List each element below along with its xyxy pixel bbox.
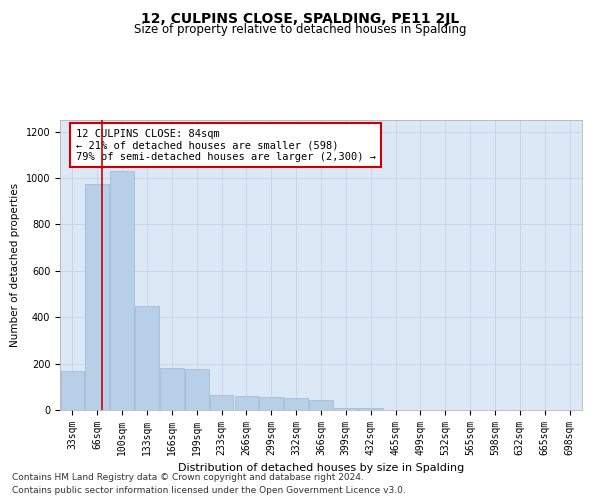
Bar <box>110 171 134 410</box>
Text: Contains public sector information licensed under the Open Government Licence v3: Contains public sector information licen… <box>12 486 406 495</box>
Bar <box>85 184 109 410</box>
Bar <box>61 370 84 410</box>
X-axis label: Distribution of detached houses by size in Spalding: Distribution of detached houses by size … <box>178 464 464 473</box>
Bar <box>284 398 308 410</box>
Bar <box>359 408 383 410</box>
Bar <box>210 395 233 410</box>
Bar <box>334 408 358 410</box>
Bar <box>135 306 159 410</box>
Text: 12 CULPINS CLOSE: 84sqm
← 21% of detached houses are smaller (598)
79% of semi-d: 12 CULPINS CLOSE: 84sqm ← 21% of detache… <box>76 128 376 162</box>
Text: Contains HM Land Registry data © Crown copyright and database right 2024.: Contains HM Land Registry data © Crown c… <box>12 474 364 482</box>
Y-axis label: Number of detached properties: Number of detached properties <box>10 183 20 347</box>
Bar <box>235 396 258 410</box>
Bar <box>309 400 333 410</box>
Bar <box>259 397 283 410</box>
Text: 12, CULPINS CLOSE, SPALDING, PE11 2JL: 12, CULPINS CLOSE, SPALDING, PE11 2JL <box>141 12 459 26</box>
Bar <box>185 370 209 410</box>
Text: Size of property relative to detached houses in Spalding: Size of property relative to detached ho… <box>134 22 466 36</box>
Bar <box>160 368 184 410</box>
